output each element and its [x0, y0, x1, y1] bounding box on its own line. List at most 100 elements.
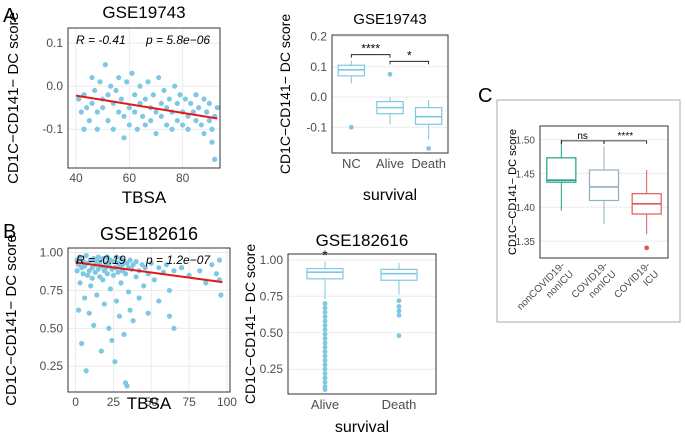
data-point [97, 79, 103, 85]
data-point [206, 118, 212, 124]
data-point [110, 126, 116, 132]
regression-line [75, 94, 218, 120]
chart-title: GSE19743 [353, 11, 426, 28]
data-point [95, 254, 101, 260]
data-point [89, 74, 95, 81]
significance-label: * [407, 48, 412, 62]
data-point [105, 118, 111, 124]
data-point [201, 96, 207, 102]
plot-border [67, 27, 221, 169]
data-point [137, 100, 143, 106]
data-point [182, 96, 188, 102]
x-tick-label: NC [342, 156, 361, 171]
outlier-point [322, 301, 328, 306]
outlier-point [426, 146, 432, 151]
data-point [171, 325, 177, 331]
data-point [174, 118, 180, 124]
plot-background [332, 35, 448, 153]
stat-p-label: p = 5.8e−06 [145, 33, 210, 47]
y-axis-label: CD1C−CD141− DC score [3, 234, 20, 406]
data-point [84, 105, 90, 111]
data-point [171, 268, 177, 274]
data-point [75, 307, 82, 313]
box [546, 157, 577, 183]
outlier-point [322, 371, 328, 376]
box [588, 169, 620, 202]
data-point [164, 105, 170, 111]
x-tick-label: 80 [176, 171, 190, 185]
data-point [113, 298, 120, 304]
chart-b2-boxplot: 0.25 0.50 0.75 1.00 Alive Death *GSE182616 surv… [242, 231, 437, 436]
data-point [74, 268, 80, 274]
data-point [98, 348, 104, 354]
data-point [94, 126, 100, 132]
data-point [86, 310, 92, 316]
data-point [81, 126, 87, 132]
significance-label: **** [618, 131, 634, 142]
data-point [109, 337, 115, 344]
data-point [100, 277, 106, 283]
data-point [142, 96, 148, 102]
data-point [100, 105, 106, 111]
data-point [153, 109, 159, 115]
data-point [78, 109, 84, 115]
data-point [121, 113, 127, 119]
chart-title: GSE182616 [316, 231, 409, 250]
outlier-point [348, 124, 354, 130]
data-point [118, 280, 124, 286]
y-tick-label: 0.0 [46, 79, 63, 93]
chart-title: GSE19743 [102, 3, 185, 22]
data-point [106, 325, 112, 331]
data-point [116, 74, 122, 81]
data-point [156, 265, 162, 271]
y-axis-label: CD1C−CD141− DC score [277, 14, 293, 174]
data-point [142, 265, 148, 271]
data-point [163, 262, 170, 268]
data-point [121, 331, 127, 337]
x-tick-label: 100 [217, 395, 237, 409]
data-point [150, 92, 156, 98]
chart-a1-scatter: -0.1 0.0 0.1 40 60 80 R = -0.41 p = 5.8e−06 GSE1… [5, 3, 221, 207]
data-point [124, 79, 130, 85]
data-point [79, 340, 85, 347]
y-tick-label: 1.45 [516, 169, 536, 180]
stat-p-label: p = 1.2e−07 [145, 253, 211, 267]
data-point [132, 92, 138, 98]
x-tick-label: 75 [182, 395, 196, 409]
y-axis-label: CD1C−CD141− DC score [5, 12, 22, 184]
data-point [86, 118, 92, 124]
x-tick-label: 40 [69, 171, 83, 185]
data-point [113, 254, 120, 260]
data-point [85, 272, 91, 278]
y-axis-label: CD1C−CD141− DC score [242, 244, 258, 404]
data-point [185, 113, 191, 119]
data-point [174, 100, 180, 106]
data-point [110, 259, 117, 265]
data-point [102, 62, 108, 68]
plot-border [331, 34, 449, 154]
chart-a2-boxplot: -0.10.00.10.2NC Alive Death**** *GSE19743su… [277, 11, 449, 204]
data-point [213, 271, 219, 277]
significance-label: **** [361, 42, 380, 56]
data-point [209, 126, 215, 132]
data-point [107, 286, 113, 292]
plot-border [67, 247, 231, 393]
y-tick-label: 0.1 [46, 36, 63, 50]
data-point [126, 122, 132, 128]
x-axis-label: TBSA [127, 394, 172, 413]
panel-label-c: C [478, 85, 492, 107]
plot-border [287, 253, 437, 395]
data-point [112, 359, 118, 365]
data-point [83, 252, 89, 259]
y-tick-label: 0.50 [260, 326, 284, 340]
data-point [216, 257, 223, 263]
outlier-point [322, 387, 328, 393]
significance-bracket [603, 140, 648, 144]
data-point [145, 79, 151, 85]
y-tick-label: 0.1 [310, 60, 327, 74]
chart-b1-scatter: 0.25 0.50 0.75 1.00 0 25 50 75 100 R = -0.19 p = 1… [3, 224, 237, 413]
data-point [214, 105, 220, 111]
outlier-point [396, 308, 402, 314]
data-point [177, 92, 183, 98]
data-point [151, 277, 157, 283]
